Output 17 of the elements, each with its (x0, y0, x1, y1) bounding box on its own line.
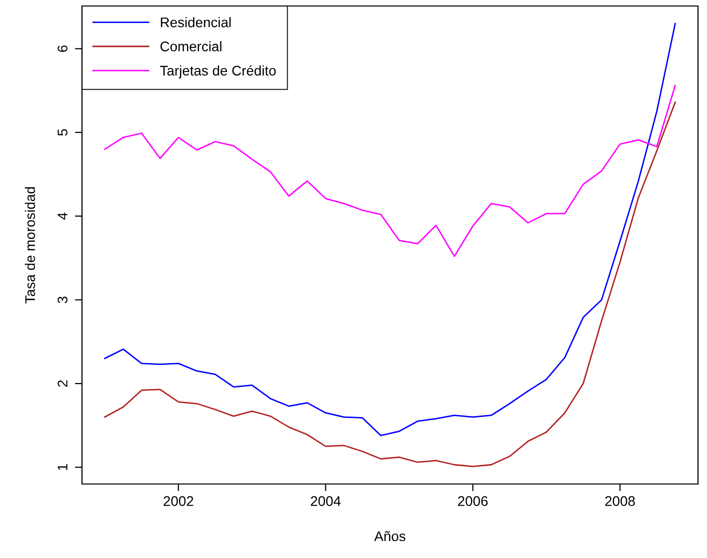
y-tick-label: 4 (58, 212, 68, 220)
line-series (104, 84, 676, 257)
x-tick-label: 2006 (458, 496, 488, 506)
legend-label: Comercial (160, 41, 222, 52)
legend-label: Tarjetas de Crédito (160, 65, 276, 78)
y-tick-label: 2 (58, 380, 68, 387)
y-tick-label: 6 (58, 45, 68, 52)
x-tick-label: 2004 (310, 496, 341, 506)
line-series (104, 102, 676, 468)
y-tick-label: 1 (58, 464, 68, 470)
x-tick-label: 2008 (605, 496, 635, 506)
y-tick-label: 3 (58, 296, 68, 304)
x-axis-title: Años (374, 531, 406, 542)
legend-label: Residencial (160, 17, 231, 28)
y-tick-label: 5 (58, 129, 68, 136)
x-tick-label: 2002 (164, 496, 194, 506)
y-axis-title: Tasa de morosidad (24, 187, 36, 304)
